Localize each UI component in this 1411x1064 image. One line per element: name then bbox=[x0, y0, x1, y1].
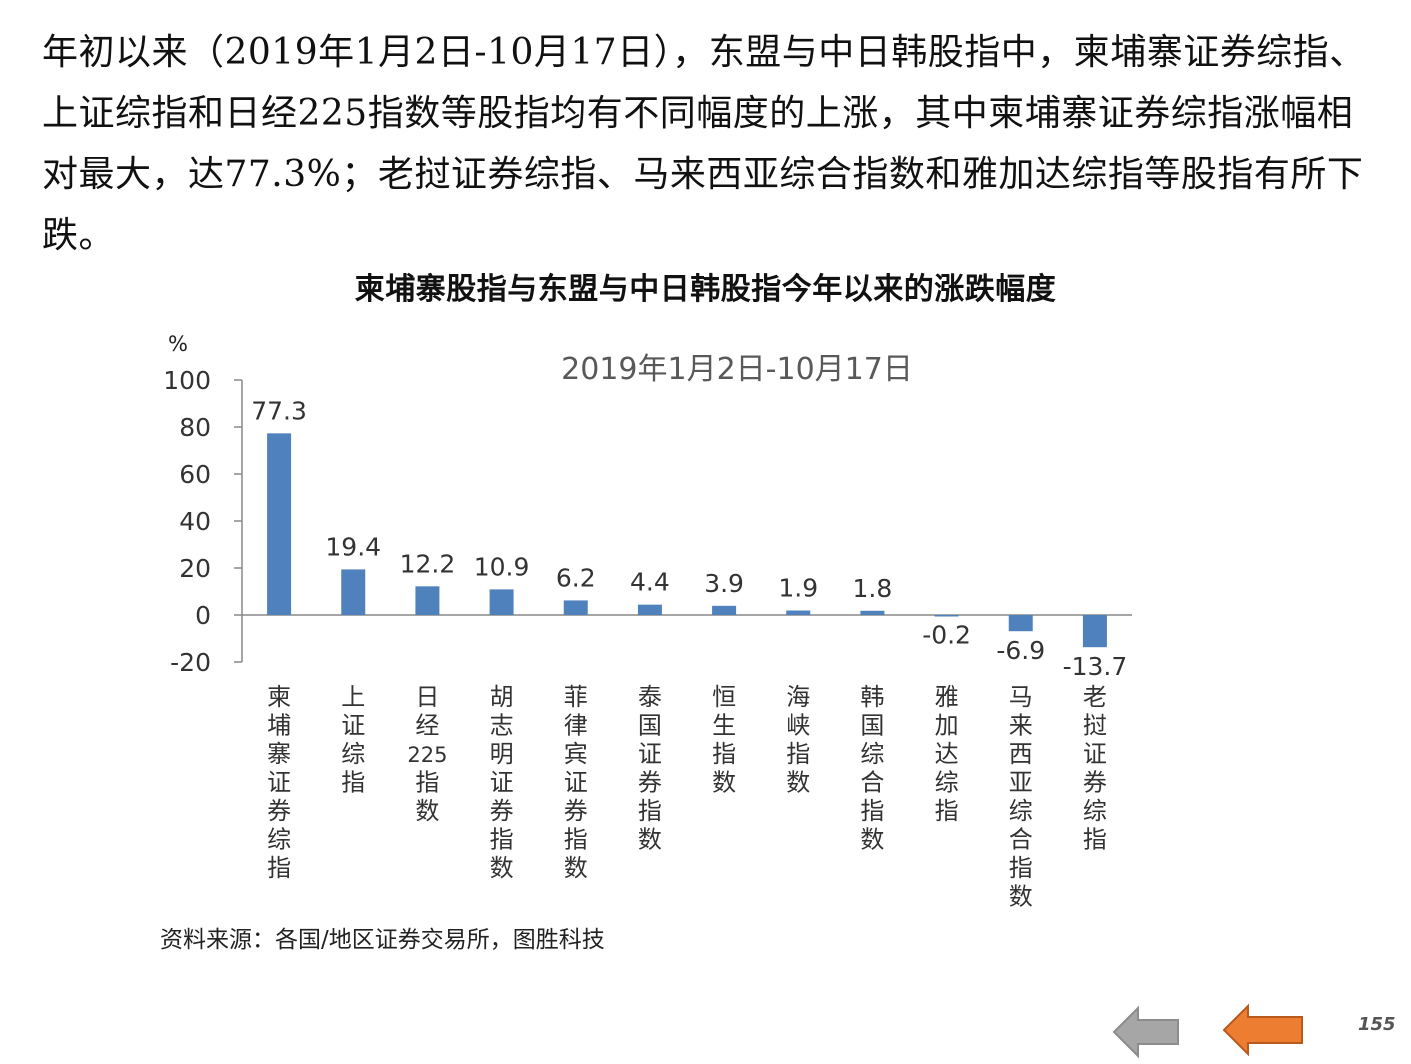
forward-button[interactable] bbox=[1222, 1002, 1306, 1062]
category-label: 胡志明证券指数 bbox=[490, 683, 514, 882]
category-label: 日经 225 指数 bbox=[407, 683, 447, 825]
y-tick-label: 100 bbox=[163, 366, 211, 395]
back-button[interactable] bbox=[1112, 1004, 1182, 1064]
data-label: 12.2 bbox=[400, 549, 456, 578]
category-label: 菲律宾证券指数 bbox=[564, 683, 588, 882]
y-tick-label: 40 bbox=[179, 507, 211, 536]
data-label: -13.7 bbox=[1063, 652, 1128, 681]
intro-paragraph: 年初以来（2019年1月2日-10月17日），东盟与中日韩股指中，柬埔寨证券综指… bbox=[42, 32, 1366, 256]
y-tick-label: 20 bbox=[179, 554, 211, 583]
data-label: 3.9 bbox=[704, 569, 744, 598]
category-label: 泰国证券指数 bbox=[638, 683, 662, 854]
bar bbox=[563, 600, 588, 615]
bar bbox=[341, 569, 366, 615]
y-tick-label: 80 bbox=[179, 413, 211, 442]
data-label: 1.8 bbox=[853, 574, 893, 603]
data-label: 77.3 bbox=[251, 396, 307, 425]
data-label: 6.2 bbox=[556, 563, 596, 592]
bar bbox=[489, 589, 514, 615]
bar bbox=[637, 604, 662, 615]
bar bbox=[415, 586, 440, 615]
data-label: 1.9 bbox=[778, 574, 818, 603]
data-label: 10.9 bbox=[474, 552, 530, 581]
data-label: -0.2 bbox=[922, 620, 971, 649]
source-note: 资料来源：各国/地区证券交易所，图胜科技 bbox=[160, 927, 605, 953]
category-label: 海峡指数 bbox=[786, 683, 810, 797]
left-arrow-icon bbox=[1222, 1003, 1303, 1057]
category-label: 恒生指数 bbox=[712, 683, 736, 797]
category-label: 韩国综合指数 bbox=[860, 683, 884, 854]
y-tick-label: -20 bbox=[170, 648, 211, 677]
bar bbox=[1008, 615, 1033, 632]
category-label: 上证综指 bbox=[341, 683, 365, 797]
data-label: -6.9 bbox=[996, 636, 1045, 665]
chart-subtitle: 2019年1月2日-10月17日 bbox=[561, 352, 913, 387]
category-label: 柬埔寨证券综指 bbox=[267, 683, 291, 882]
bar bbox=[267, 433, 292, 615]
bar bbox=[786, 610, 811, 615]
y-axis-label: % bbox=[168, 332, 188, 356]
y-tick-label: 60 bbox=[179, 460, 211, 489]
bar bbox=[934, 615, 959, 617]
category-label: 马来西亚综合指数 bbox=[1009, 683, 1033, 911]
bar bbox=[860, 610, 885, 615]
left-arrow-icon bbox=[1112, 1005, 1179, 1059]
page-number: 155 bbox=[1358, 1014, 1396, 1035]
data-label: 19.4 bbox=[325, 532, 381, 561]
chart-title: 柬埔寨股指与东盟与中日韩股指今年以来的涨跌幅度 bbox=[354, 272, 1057, 307]
category-label: 雅加达综指 bbox=[935, 683, 959, 825]
category-label: 老挝证券综指 bbox=[1083, 683, 1107, 854]
bar bbox=[1082, 615, 1107, 648]
bar bbox=[712, 605, 737, 615]
data-label: 4.4 bbox=[630, 568, 670, 597]
y-tick-label: 0 bbox=[195, 601, 211, 630]
